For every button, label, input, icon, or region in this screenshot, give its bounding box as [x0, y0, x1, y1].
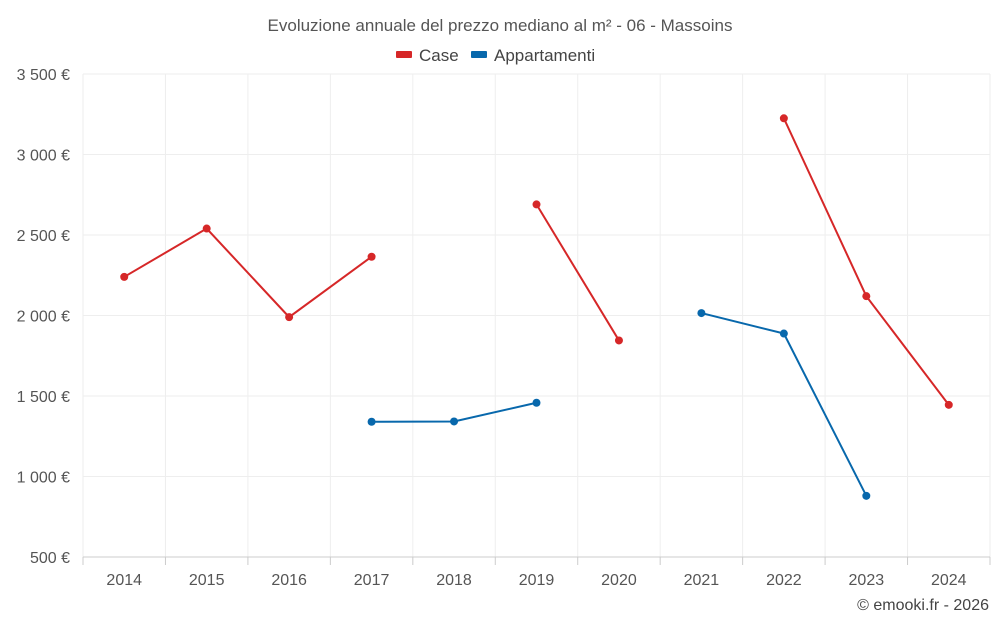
grid: [82, 73, 991, 557]
data-point[interactable]: [285, 313, 294, 322]
data-point[interactable]: [532, 398, 541, 407]
series-line: [123, 227, 373, 319]
legend-swatch-case: [396, 51, 412, 58]
y-tick-label: 1 500 €: [17, 389, 70, 406]
x-tick-label: 2021: [684, 572, 720, 589]
y-tick-label: 3 500 €: [17, 67, 70, 84]
data-point[interactable]: [614, 336, 623, 345]
data-point[interactable]: [862, 292, 871, 301]
series-case: [120, 114, 953, 409]
legend-item-case[interactable]: Case: [396, 46, 459, 65]
x-tick-label: 2014: [106, 572, 142, 589]
x-tick-label: 2016: [271, 572, 307, 589]
y-tick-label: 500 €: [30, 550, 70, 567]
x-tick-label: 2022: [766, 572, 802, 589]
x-tick-label: 2023: [849, 572, 885, 589]
data-point[interactable]: [120, 272, 129, 281]
chart-title: Evoluzione annuale del prezzo mediano al…: [268, 16, 733, 35]
legend-label-case: Case: [419, 46, 459, 65]
data-point[interactable]: [450, 417, 459, 426]
legend-swatch-appartamenti: [471, 51, 487, 58]
data-point[interactable]: [944, 400, 953, 409]
legend-label-appartamenti: Appartamenti: [494, 46, 595, 65]
data-point[interactable]: [532, 200, 541, 209]
data-point[interactable]: [779, 114, 788, 123]
legend-item-appartamenti[interactable]: Appartamenti: [471, 46, 595, 65]
y-tick-label: 2 500 €: [17, 228, 70, 245]
x-tick-label: 2018: [436, 572, 472, 589]
y-tick-label: 3 000 €: [17, 148, 70, 165]
data-point[interactable]: [862, 491, 871, 500]
credit-text: © emooki.fr - 2026: [857, 597, 989, 614]
x-tick-label: 2020: [601, 572, 637, 589]
x-tick-label: 2019: [519, 572, 555, 589]
data-point[interactable]: [367, 417, 376, 426]
axes: 500 € 1 000 € 1 500 € 2 000 € 2 500 € 3 000 €…: [17, 67, 991, 589]
legend: Case Appartamenti: [396, 46, 595, 65]
x-tick-label: 2015: [189, 572, 225, 589]
data-point[interactable]: [367, 252, 376, 261]
data-point[interactable]: [202, 224, 211, 233]
data-point[interactable]: [697, 309, 706, 318]
series-line: [535, 203, 620, 341]
data-point[interactable]: [779, 329, 788, 338]
series-appartamenti: [367, 309, 871, 500]
series-line: [701, 312, 868, 497]
y-tick-label: 1 000 €: [17, 470, 70, 487]
series: [120, 114, 953, 500]
x-tick-label: 2024: [931, 572, 967, 589]
y-tick-label: 2 000 €: [17, 309, 70, 326]
series-line: [782, 117, 950, 406]
x-tick-label: 2017: [354, 572, 390, 589]
